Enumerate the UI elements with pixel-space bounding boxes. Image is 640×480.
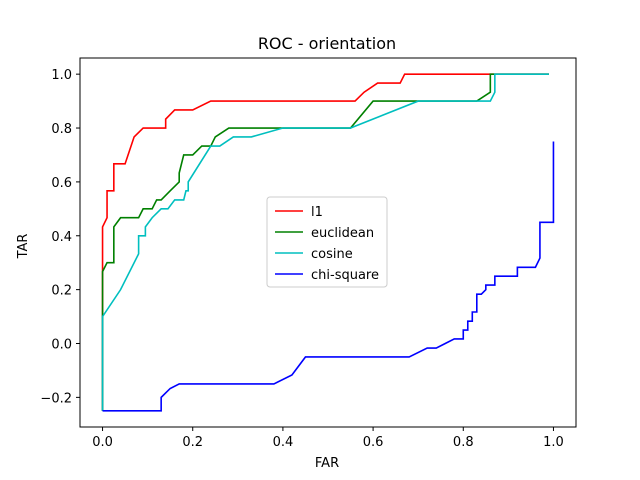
x-tick-label: 0.2 — [182, 435, 203, 450]
axes-frame — [79, 57, 577, 428]
y-tick-label: 0.6 — [51, 176, 72, 191]
legend: l1 euclidean cosine chi-square — [266, 196, 388, 288]
legend-label-chi-square: chi-square — [311, 268, 379, 283]
x-tick-label: 0.0 — [92, 435, 113, 450]
x-tick-label: 0.6 — [363, 435, 384, 450]
y-tick-label: −0.2 — [40, 391, 72, 406]
x-tick-label: 0.4 — [273, 435, 294, 450]
x-axis-label: FAR — [315, 456, 339, 471]
legend-label-euclidean: euclidean — [311, 226, 374, 241]
legend-box — [266, 196, 388, 288]
y-tick-label: 0.2 — [51, 284, 72, 299]
x-tick-label: 1.0 — [543, 435, 564, 450]
x-tick-label: 0.8 — [453, 435, 474, 450]
series-line-cosine — [101, 73, 549, 411]
y-axis-label: TAR — [16, 234, 31, 260]
series-line-chi-square — [102, 141, 555, 412]
y-tick-label: 1.0 — [51, 68, 72, 83]
axes: 0.0 0.2 0.4 0.6 0.8 1.0 −0.2 0.0 0.2 0.4 0.6 0.8 1.0 — [40, 57, 577, 450]
legend-label-cosine: cosine — [311, 247, 353, 262]
series-line-l1 — [101, 73, 549, 411]
plot-area — [101, 73, 555, 412]
y-tick-label: 0.4 — [51, 230, 72, 245]
series-line-euclidean — [101, 73, 549, 411]
y-tick-label: 0.0 — [51, 338, 72, 353]
y-tick-label: 0.8 — [51, 122, 72, 137]
chart-title: ROC - orientation — [258, 34, 396, 53]
legend-label-l1: l1 — [311, 205, 323, 220]
